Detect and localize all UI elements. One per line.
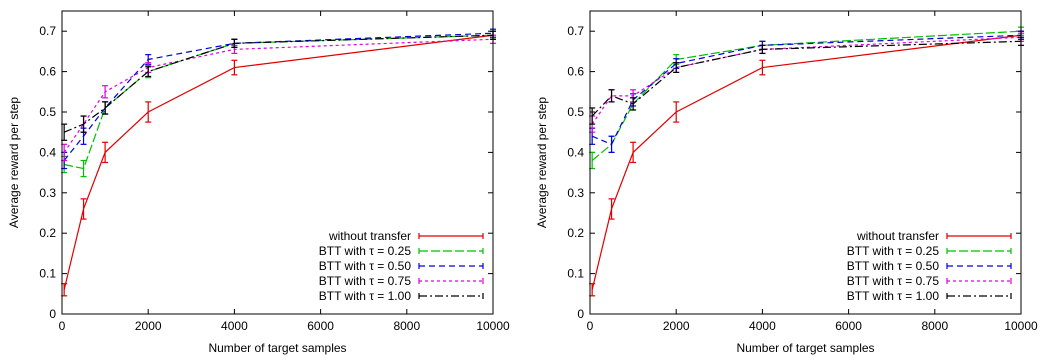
legend-label: BTT with τ = 0.25 [847, 244, 940, 258]
series-line-2 [63, 32, 494, 161]
plot-frame [589, 10, 1022, 315]
y-tick-label: 0.3 [39, 186, 56, 200]
y-tick-label: 0.5 [39, 105, 56, 119]
x-tick-label: 6000 [835, 319, 862, 333]
y-tick-label: 0.4 [39, 145, 56, 159]
series-line-0 [63, 34, 494, 290]
x-tick-label: 10000 [1004, 319, 1038, 333]
y-axis-label: Average reward per step [7, 97, 21, 229]
y-tick-label: 0.1 [39, 267, 56, 281]
x-tick-label: 4000 [749, 319, 776, 333]
plot-frame [61, 10, 494, 315]
legend-label: BTT with τ = 1.00 [319, 289, 412, 303]
series-line-4 [591, 40, 1022, 117]
series-line-2 [591, 34, 1022, 146]
x-tick-label: 0 [59, 319, 66, 333]
x-tick-label: 8000 [921, 319, 948, 333]
series-line-1 [591, 30, 1022, 161]
y-tick-label: 0.2 [39, 226, 56, 240]
y-tick-label: 0.6 [39, 65, 56, 79]
x-axis-label: Number of target samples [736, 341, 874, 355]
legend-label: without transfer [856, 229, 939, 243]
y-tick-label: 0 [577, 307, 584, 321]
legend-label: BTT with τ = 0.75 [319, 274, 412, 288]
series-line-1 [64, 34, 494, 170]
x-tick-label: 0 [587, 319, 594, 333]
x-tick-label: 8000 [393, 319, 420, 333]
y-tick-label: 0.7 [39, 24, 56, 38]
chart-panel-left: 0 0.1 0.2 0.3 0.4 0.5 0.6 0.7 0 2000 4000 6000 8000 1… [7, 10, 510, 355]
legend-label: BTT with τ = 0.50 [847, 259, 940, 273]
legend-label: BTT with τ = 0.25 [319, 244, 412, 258]
series-line-0 [591, 34, 1022, 290]
legend-label: without transfer [328, 229, 411, 243]
legend-label: BTT with τ = 0.75 [847, 274, 940, 288]
y-tick-label: 0.4 [567, 145, 584, 159]
chart-panel-right: 0 0.1 0.2 0.3 0.4 0.5 0.6 0.7 0 2000 4000 6000 8000 1… [535, 10, 1038, 355]
x-tick-label: 6000 [307, 319, 334, 333]
y-tick-label: 0.1 [567, 267, 584, 281]
y-tick-label: 0.2 [567, 226, 584, 240]
y-tick-label: 0.7 [567, 24, 584, 38]
x-axis-label: Number of target samples [208, 341, 346, 355]
series-line-3 [63, 38, 494, 153]
y-tick-label: 0 [49, 307, 56, 321]
y-tick-label: 0.5 [567, 105, 584, 119]
x-tick-label: 4000 [221, 319, 248, 333]
y-tick-label: 0.6 [567, 65, 584, 79]
legend-label: BTT with τ = 1.00 [847, 289, 940, 303]
x-tick-label: 2000 [663, 319, 690, 333]
y-tick-label: 0.3 [567, 186, 584, 200]
legend-label: BTT with τ = 0.50 [319, 259, 412, 273]
y-axis-label: Average reward per step [535, 97, 549, 229]
x-tick-label: 10000 [476, 319, 510, 333]
x-tick-label: 2000 [135, 319, 162, 333]
series-line-4 [63, 34, 494, 133]
